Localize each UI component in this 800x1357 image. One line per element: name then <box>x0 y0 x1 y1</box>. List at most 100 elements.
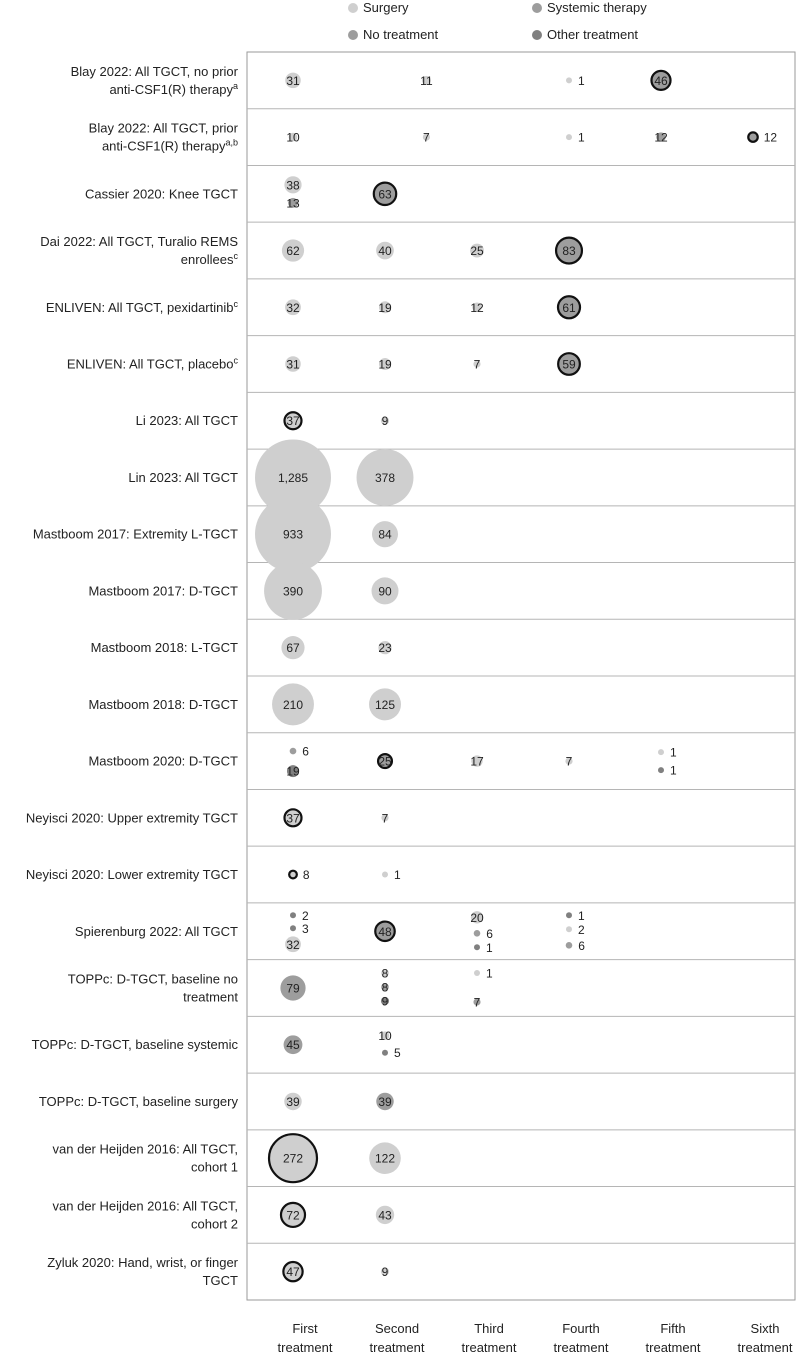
x-category-label: treatment <box>462 1340 517 1355</box>
x-category-label: Fourth <box>562 1321 600 1336</box>
bubble-surgery <box>474 970 480 976</box>
bubble-systemic <box>565 941 573 949</box>
bubble-systemic <box>374 920 396 943</box>
bubble-label: 1 <box>670 764 677 778</box>
bubble-surgery <box>566 77 572 84</box>
bubble-label: 31 <box>286 74 300 88</box>
bubble-label: 7 <box>423 131 430 145</box>
bubble-surgery <box>470 911 484 924</box>
bubble-label: 122 <box>375 1152 395 1166</box>
bubble-label: 7 <box>474 358 481 372</box>
bubble-label: 10 <box>286 131 300 145</box>
bubble-label: 19 <box>378 301 392 315</box>
bubble-label: 31 <box>286 358 300 372</box>
bubble-label: 39 <box>286 1095 300 1109</box>
bubble-systemic <box>473 998 481 1006</box>
row-label: Blay 2022: All TGCT, no prior <box>71 64 239 79</box>
bubble-label: 13 <box>286 196 300 210</box>
bubble-systemic <box>747 131 759 143</box>
x-category-label: treatment <box>370 1340 425 1355</box>
row-label: TOPPc: D-TGCT, baseline surgery <box>39 1094 239 1109</box>
bubble-systemic <box>656 132 666 142</box>
bubble-systemic <box>283 1035 303 1055</box>
bubble-surgery <box>285 299 301 316</box>
bubble-label: 10 <box>378 1029 392 1043</box>
bubble-label: 3 <box>302 922 309 936</box>
bubble-surgery <box>378 301 392 314</box>
bubble-label: 19 <box>378 358 392 372</box>
bubble-surgery <box>658 749 664 756</box>
x-category-label: Fifth <box>660 1321 685 1336</box>
row-label: Blay 2022: All TGCT, prior <box>89 121 239 136</box>
bubble-label: 6 <box>578 939 585 953</box>
legend-other-treatment: Other treatment <box>532 27 638 42</box>
row-label: Dai 2022: All TGCT, Turalio REMS <box>40 234 238 249</box>
bubble-surgery <box>272 683 314 726</box>
bubble-label: 39 <box>378 1095 392 1109</box>
bubble-systemic <box>289 747 297 755</box>
row-label: van der Heijden 2016: All TGCT, <box>53 1142 238 1157</box>
bubble-label: 12 <box>764 131 778 145</box>
bubble-label: 20 <box>470 911 484 925</box>
row-label: cohort 1 <box>191 1160 238 1175</box>
bubble-label: 8 <box>382 981 389 995</box>
row-label-superscript: c <box>234 299 239 309</box>
bubble-systemic <box>556 295 582 320</box>
bubble-label: 79 <box>286 982 300 996</box>
row-label: ENLIVEN: All TGCT, pexidartinibc <box>46 299 239 315</box>
bubble-systemic <box>650 69 672 91</box>
bubble-systemic <box>288 197 298 208</box>
x-category-label: treatment <box>738 1340 793 1355</box>
bubble-surgery <box>281 636 305 660</box>
bubble-label: 125 <box>375 698 395 712</box>
bubble-surgery <box>279 1201 307 1229</box>
bubble-other <box>381 1049 389 1056</box>
bubble-systemic <box>376 753 394 770</box>
bubble-label: 210 <box>283 698 303 712</box>
bubble-label: 6 <box>486 927 493 941</box>
bubble-label: 8 <box>303 868 310 882</box>
row-label: Zyluk 2020: Hand, wrist, or finger <box>47 1255 238 1270</box>
bubble-systemic <box>554 236 584 265</box>
row-label-superscript: c <box>234 356 239 366</box>
x-category-label: Sixth <box>751 1321 780 1336</box>
row-label: Mastboom 2018: D-TGCT <box>88 697 238 712</box>
bubble-other <box>474 944 480 951</box>
bubble-surgery <box>368 688 402 721</box>
bubble-surgery <box>285 936 301 953</box>
bubble-systemic <box>473 929 481 937</box>
legend-swatch-no-treatment <box>348 29 358 40</box>
bubble-surgery <box>421 75 431 85</box>
row-label: Mastboom 2017: D-TGCT <box>88 583 238 598</box>
bubble-other <box>658 767 664 774</box>
bubble-systemic <box>372 181 398 207</box>
row-label-superscript: a,b <box>225 138 238 148</box>
bubble-surgery <box>470 243 484 258</box>
row-label: treatment <box>183 990 238 1005</box>
bubble-label: 12 <box>470 301 484 315</box>
row-label: Li 2023: All TGCT <box>136 413 238 428</box>
bubble-label: 2 <box>302 909 309 923</box>
bubble-label: 378 <box>375 471 395 485</box>
bubble-surgery <box>288 869 298 880</box>
bubble-other <box>290 912 296 919</box>
bubble-label: 61 <box>562 301 576 315</box>
bubble-label: 46 <box>654 74 668 88</box>
bubble-label: 25 <box>378 755 392 769</box>
bubble-label: 90 <box>378 584 392 598</box>
bubble-label: 1 <box>578 131 585 145</box>
bubble-label: 12 <box>654 131 668 145</box>
bubble-label: 19 <box>286 765 300 779</box>
legend-systemic-therapy: Systemic therapy <box>532 0 647 15</box>
bubble-surgery <box>267 1133 319 1184</box>
row-label: Mastboom 2017: Extremity L-TGCT <box>33 527 238 542</box>
row-label: Lin 2023: All TGCT <box>128 470 238 485</box>
bubble-label: 933 <box>283 528 303 542</box>
bubble-surgery <box>381 814 389 822</box>
bubble-label: 25 <box>470 244 484 258</box>
x-category-label: treatment <box>646 1340 701 1355</box>
bubble-surgery <box>288 132 298 142</box>
bubble-label: 11 <box>420 74 433 88</box>
bubble-surgery <box>422 133 430 141</box>
